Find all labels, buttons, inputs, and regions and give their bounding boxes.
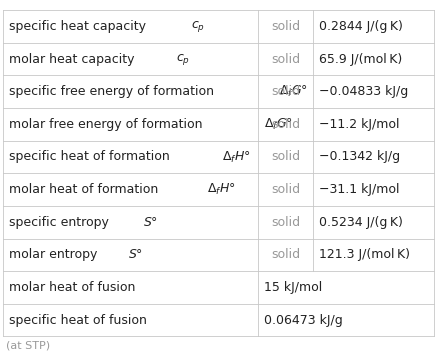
- Text: molar entropy: molar entropy: [9, 248, 102, 261]
- Text: solid: solid: [271, 151, 300, 164]
- Text: specific heat capacity: specific heat capacity: [9, 20, 150, 33]
- Text: −31.1 kJ/mol: −31.1 kJ/mol: [319, 183, 399, 196]
- Text: solid: solid: [271, 85, 300, 98]
- Text: $\Delta_f G°$: $\Delta_f G°$: [264, 117, 293, 132]
- Text: specific heat of fusion: specific heat of fusion: [9, 314, 147, 327]
- Text: 0.06473 kJ/g: 0.06473 kJ/g: [264, 314, 342, 327]
- Text: solid: solid: [271, 53, 300, 66]
- Text: solid: solid: [271, 216, 300, 229]
- Text: $c_p$: $c_p$: [176, 52, 190, 66]
- Text: −11.2 kJ/mol: −11.2 kJ/mol: [319, 118, 399, 131]
- Text: 121.3 J/(mol K): 121.3 J/(mol K): [319, 248, 410, 261]
- Text: $S°$: $S°$: [128, 248, 143, 261]
- Text: solid: solid: [271, 248, 300, 261]
- Text: (at STP): (at STP): [6, 340, 50, 350]
- Text: $S°$: $S°$: [143, 216, 158, 229]
- Text: specific heat of formation: specific heat of formation: [9, 151, 174, 164]
- Text: 0.2844 J/(g K): 0.2844 J/(g K): [319, 20, 402, 33]
- Text: solid: solid: [271, 183, 300, 196]
- Text: $\Delta_f H°$: $\Delta_f H°$: [207, 182, 235, 197]
- Text: molar heat capacity: molar heat capacity: [9, 53, 139, 66]
- Text: $\Delta_f H°$: $\Delta_f H°$: [221, 149, 250, 165]
- Text: −0.04833 kJ/g: −0.04833 kJ/g: [319, 85, 408, 98]
- Text: molar free energy of formation: molar free energy of formation: [9, 118, 207, 131]
- Text: 0.5234 J/(g K): 0.5234 J/(g K): [319, 216, 402, 229]
- Text: −0.1342 kJ/g: −0.1342 kJ/g: [319, 151, 400, 164]
- Text: solid: solid: [271, 20, 300, 33]
- Text: molar heat of formation: molar heat of formation: [9, 183, 162, 196]
- Text: specific free energy of formation: specific free energy of formation: [9, 85, 218, 98]
- Text: molar heat of fusion: molar heat of fusion: [9, 281, 136, 294]
- Text: 65.9 J/(mol K): 65.9 J/(mol K): [319, 53, 402, 66]
- Text: 15 kJ/mol: 15 kJ/mol: [264, 281, 322, 294]
- Text: $c_p$: $c_p$: [191, 19, 205, 34]
- Text: specific entropy: specific entropy: [9, 216, 113, 229]
- Text: $\Delta_f G°$: $\Delta_f G°$: [279, 84, 307, 99]
- Text: solid: solid: [271, 118, 300, 131]
